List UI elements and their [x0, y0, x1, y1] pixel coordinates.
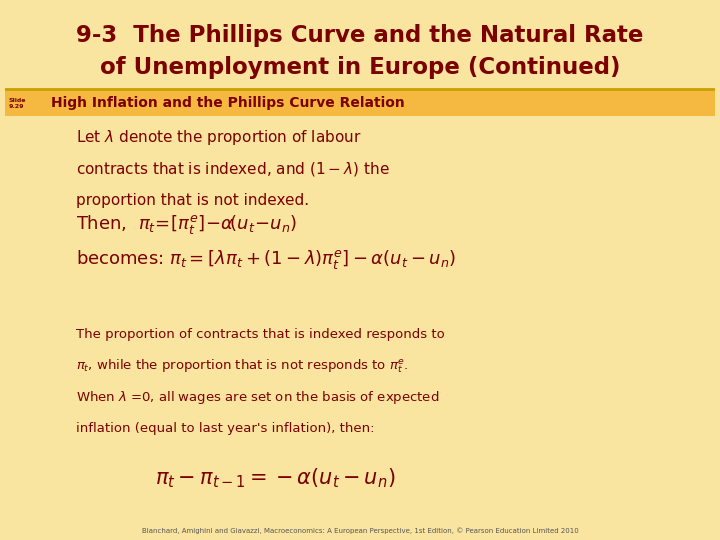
Text: The proportion of contracts that is indexed responds to: The proportion of contracts that is inde… — [76, 328, 444, 341]
Text: inflation (equal to last year's inflation), then:: inflation (equal to last year's inflatio… — [76, 422, 374, 435]
Text: proportion that is not indexed.: proportion that is not indexed. — [76, 193, 309, 208]
Text: Let $\lambda$ denote the proportion of labour: Let $\lambda$ denote the proportion of l… — [76, 128, 361, 147]
Text: High Inflation and the Phillips Curve Relation: High Inflation and the Phillips Curve Re… — [51, 96, 405, 110]
FancyBboxPatch shape — [5, 0, 715, 97]
Text: of Unemployment in Europe (Continued): of Unemployment in Europe (Continued) — [100, 56, 620, 79]
Text: becomes: $\pi_t = [\lambda\pi_t + (1-\lambda)\pi^e_t] - \alpha(u_t - u_n)$: becomes: $\pi_t = [\lambda\pi_t + (1-\la… — [76, 248, 456, 271]
FancyBboxPatch shape — [5, 90, 715, 116]
Text: $\pi_t$, while the proportion that is not responds to $\pi^e_t$.: $\pi_t$, while the proportion that is no… — [76, 357, 408, 375]
Text: 9-3  The Phillips Curve and the Natural Rate: 9-3 The Phillips Curve and the Natural R… — [76, 24, 644, 46]
Text: contracts that is indexed, and $(1-\lambda)$ the: contracts that is indexed, and $(1-\lamb… — [76, 160, 390, 178]
Text: When $\lambda$ =0, all wages are set on the basis of expected: When $\lambda$ =0, all wages are set on … — [76, 389, 439, 406]
Text: Slide
9.29: Slide 9.29 — [8, 98, 26, 109]
Text: $\pi_t - \pi_{t-1} = -\alpha(u_t - u_n)$: $\pi_t - \pi_{t-1} = -\alpha(u_t - u_n)$ — [155, 466, 395, 490]
Text: Then,  $\pi_t\!=\!\left[\pi^e_t\right]\!-\!\alpha\!\left(u_t\!-\!u_n\right)$: Then, $\pi_t\!=\!\left[\pi^e_t\right]\!-… — [76, 213, 297, 235]
Text: Blanchard, Amighini and Giavazzi, Macroeconomics: A European Perspective, 1st Ed: Blanchard, Amighini and Giavazzi, Macroe… — [142, 527, 578, 534]
